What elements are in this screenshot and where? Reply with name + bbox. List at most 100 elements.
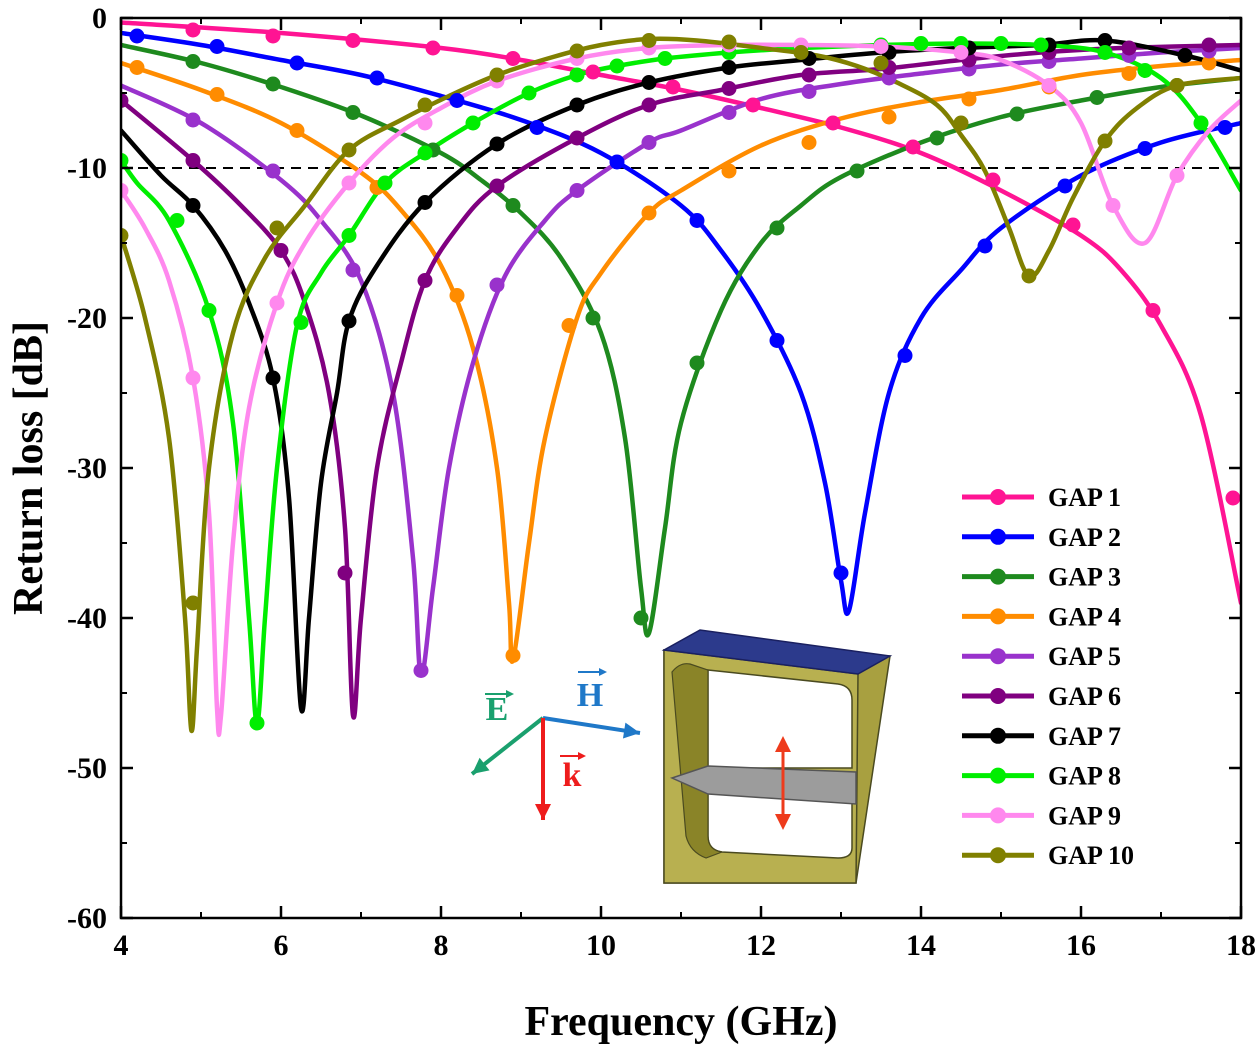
y-axis-title: Return loss [dB] <box>6 321 52 615</box>
k-vector-arrow-head <box>535 804 551 820</box>
marker-gap-1-0 <box>185 22 201 38</box>
marker-gap-10-12 <box>1021 268 1037 284</box>
resonator-gap-plate <box>669 765 857 805</box>
e-vector-arrow-head <box>472 757 490 774</box>
resonator-inner-wall <box>671 663 723 859</box>
series-line-gap-4 <box>121 57 1241 664</box>
marker-gap-1-12 <box>1145 303 1161 318</box>
marker-gap-6-7 <box>641 97 657 113</box>
marker-gap-7-6 <box>641 75 657 90</box>
series-line-gap-3 <box>121 42 1241 638</box>
marker-gap-9-12 <box>1041 78 1057 93</box>
marker-gap-8-8 <box>465 115 481 131</box>
marker-gap-6-1 <box>185 153 201 168</box>
legend-marker-gap-8 <box>990 767 1006 784</box>
gap-arrow-up-head <box>775 736 791 752</box>
legend-marker-gap-9 <box>990 807 1006 824</box>
marker-gap-4-4 <box>449 288 465 303</box>
marker-gap-9-10 <box>873 39 889 54</box>
marker-gap-6-4 <box>417 273 433 288</box>
legend-marker-gap-2 <box>990 528 1006 545</box>
marker-gap-4-0 <box>129 60 145 75</box>
y-tick-label: -30 <box>67 452 107 485</box>
marker-gap-2-4 <box>449 93 465 108</box>
marker-gap-7-12 <box>1097 33 1113 48</box>
marker-gap-6-6 <box>569 130 585 146</box>
marker-gap-3-2 <box>345 105 361 120</box>
marker-gap-8-6 <box>377 175 393 191</box>
marker-gap-7-7 <box>721 60 737 75</box>
vector-overarrow-head <box>506 690 514 698</box>
marker-gap-7-13 <box>1177 48 1193 63</box>
marker-gap-1-5 <box>585 64 601 80</box>
marker-gap-1-11 <box>1065 217 1081 233</box>
marker-gap-10-7 <box>641 33 657 48</box>
marker-gap-8-22 <box>1193 115 1209 131</box>
legend-label: GAP 3 <box>1048 563 1121 592</box>
legend-label: GAP 1 <box>1048 483 1121 512</box>
marker-gap-3-8 <box>769 220 785 236</box>
marker-gap-10-14 <box>1169 78 1185 93</box>
marker-gap-3-1 <box>265 76 281 92</box>
marker-gap-4-6 <box>561 318 577 333</box>
marker-gap-9-4 <box>417 115 433 131</box>
marker-gap-8-21 <box>1137 63 1153 78</box>
marker-gap-10-9 <box>793 45 809 60</box>
marker-gap-2-1 <box>209 39 225 54</box>
marker-gap-3-5 <box>585 310 601 326</box>
marker-gap-2-9 <box>833 565 849 581</box>
vector-overarrow-head <box>599 668 607 676</box>
marker-gap-9-2 <box>269 295 285 311</box>
resonator-top-plate <box>661 629 893 675</box>
marker-gap-2-11 <box>977 238 993 254</box>
marker-gap-8-11 <box>609 58 625 74</box>
marker-gap-6-9 <box>801 67 817 83</box>
marker-gap-6-14 <box>1201 37 1217 53</box>
marker-gap-8-7 <box>417 145 433 161</box>
marker-gap-1-4 <box>505 51 521 66</box>
marker-gap-1-8 <box>825 115 841 131</box>
marker-gap-9-1 <box>185 370 201 386</box>
marker-gap-5-1 <box>265 163 281 179</box>
x-axis-title: Frequency (GHz) <box>525 999 838 1045</box>
x-tick-label: 8 <box>434 929 449 962</box>
marker-gap-6-0 <box>121 93 129 108</box>
y-tick-label: -10 <box>67 152 107 185</box>
marker-gap-5-2 <box>345 262 361 278</box>
marker-gap-10-11 <box>953 115 969 131</box>
marker-gap-3-9 <box>849 163 865 179</box>
marker-gap-2-10 <box>897 348 913 363</box>
legend-marker-gap-4 <box>990 608 1006 625</box>
marker-gap-4-11 <box>961 91 977 107</box>
gap-arrow-down-head <box>775 814 791 830</box>
marker-gap-3-12 <box>1089 90 1105 105</box>
legend-label: GAP 10 <box>1048 841 1134 870</box>
marker-gap-4-1 <box>209 87 225 102</box>
marker-gap-4-9 <box>801 135 817 150</box>
marker-gap-8-0 <box>121 153 129 168</box>
legend-label: GAP 9 <box>1048 801 1121 830</box>
marker-gap-1-13 <box>1225 490 1241 506</box>
marker-gap-6-8 <box>721 81 737 96</box>
marker-gap-2-3 <box>369 70 385 86</box>
marker-gap-8-4 <box>293 315 309 330</box>
marker-gap-10-8 <box>721 34 737 50</box>
marker-gap-1-10 <box>985 172 1001 188</box>
marker-gap-10-4 <box>417 97 433 113</box>
marker-gap-9-0 <box>121 183 129 198</box>
legend-marker-gap-1 <box>990 489 1006 505</box>
marker-gap-9-13 <box>1105 198 1121 213</box>
marker-gap-8-1 <box>169 213 185 228</box>
marker-gap-4-10 <box>881 109 897 125</box>
marker-gap-6-5 <box>489 178 505 194</box>
marker-gap-4-7 <box>641 205 657 221</box>
marker-gap-5-0 <box>185 112 201 128</box>
marker-gap-3-11 <box>1009 106 1025 122</box>
marker-gap-8-18 <box>993 36 1009 51</box>
x-tick-label: 18 <box>1226 929 1256 962</box>
marker-gap-10-3 <box>341 142 357 158</box>
marker-gap-3-10 <box>929 130 945 146</box>
x-tick-label: 4 <box>114 929 129 962</box>
marker-gap-5-4 <box>489 277 505 293</box>
marker-gap-2-6 <box>609 154 625 170</box>
